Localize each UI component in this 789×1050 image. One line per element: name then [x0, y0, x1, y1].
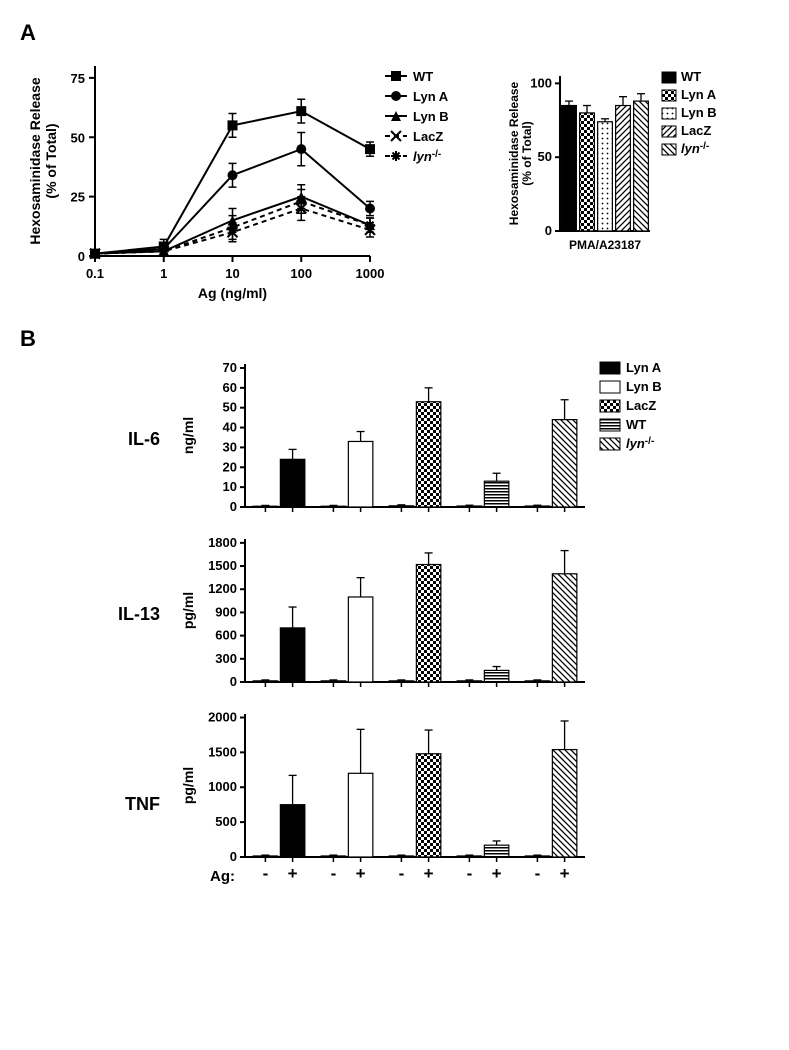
svg-text:1800: 1800	[208, 535, 237, 550]
svg-text:Lyn A: Lyn A	[681, 87, 717, 102]
svg-text:0.1: 0.1	[86, 266, 104, 281]
svg-text:Ag (ng/ml): Ag (ng/ml)	[198, 285, 267, 301]
svg-text:25: 25	[71, 190, 85, 205]
svg-text:40: 40	[223, 420, 237, 435]
svg-text:LacZ: LacZ	[626, 398, 656, 413]
svg-text:WT: WT	[681, 69, 701, 84]
panel-b-label: B	[20, 326, 769, 352]
cytokine-row: TNF0500100015002000pg/mlAg:-+-+-+-+-+	[20, 702, 769, 907]
cytokine-row-label: IL-13	[20, 604, 175, 625]
cytokine-row: IL-13 0 300 600 900 1200 1500 1800 pg/ml	[20, 527, 769, 702]
svg-text:1500: 1500	[208, 744, 237, 759]
svg-text:70: 70	[223, 360, 237, 375]
svg-text:Lyn A: Lyn A	[626, 360, 662, 375]
svg-text:0: 0	[230, 499, 237, 514]
svg-text:1200: 1200	[208, 581, 237, 596]
svg-text:Lyn A: Lyn A	[413, 89, 449, 104]
svg-text:pg/ml: pg/ml	[180, 592, 196, 629]
svg-text:0: 0	[78, 249, 85, 264]
panel-a: A 02550750.11101001000Ag (ng/ml)Hexosami…	[20, 20, 769, 306]
panel-a-label: A	[20, 20, 769, 46]
svg-text:WT: WT	[626, 417, 646, 432]
svg-text:-: -	[399, 864, 405, 883]
svg-text:2000: 2000	[208, 709, 237, 724]
svg-text:300: 300	[215, 651, 237, 666]
svg-text:+: +	[356, 864, 366, 883]
svg-text:Ag:: Ag:	[210, 868, 235, 885]
svg-text:-: -	[263, 864, 269, 883]
svg-text:75: 75	[71, 71, 85, 86]
svg-text:1000: 1000	[356, 266, 385, 281]
svg-text:0: 0	[230, 674, 237, 689]
svg-text:0: 0	[545, 223, 552, 238]
svg-text:10: 10	[223, 479, 237, 494]
svg-text:WT: WT	[413, 69, 433, 84]
svg-text:Lyn B: Lyn B	[626, 379, 662, 394]
svg-text:-: -	[535, 864, 541, 883]
panel-b: B IL-6 0 10 20 30 40 50 60 70 ng/ml Lyn A Lyn B LacZ…	[20, 326, 769, 907]
svg-text:600: 600	[215, 628, 237, 643]
cytokine-charts: IL-6 0 10 20 30 40 50 60 70 ng/ml Lyn A Lyn B LacZ WT…	[20, 352, 769, 907]
svg-text:500: 500	[215, 814, 237, 829]
svg-text:+: +	[424, 864, 434, 883]
svg-text:-: -	[331, 864, 337, 883]
svg-text:lyn-/-: lyn-/-	[626, 436, 654, 451]
svg-text:100: 100	[290, 266, 312, 281]
svg-text:+: +	[492, 864, 502, 883]
svg-text:lyn-/-: lyn-/-	[681, 141, 709, 156]
svg-text:1: 1	[160, 266, 167, 281]
svg-text:30: 30	[223, 439, 237, 454]
svg-text:0: 0	[230, 849, 237, 864]
svg-text:Hexosaminidase Release(% of To: Hexosaminidase Release(% of Total)	[27, 77, 59, 245]
svg-text:50: 50	[71, 130, 85, 145]
svg-text:PMA/A23187: PMA/A23187	[569, 238, 641, 252]
svg-text:-: -	[467, 864, 473, 883]
svg-text:LacZ: LacZ	[413, 129, 443, 144]
svg-text:Hexosaminidase Release(% of To: Hexosaminidase Release(% of Total)	[507, 81, 534, 225]
cytokine-bar-chart: 0 10 20 30 40 50 60 70 ng/ml Lyn A Lyn B LacZ WT lyn-…	[175, 352, 695, 527]
cytokine-bar-chart: 0500100015002000pg/mlAg:-+-+-+-+-+	[175, 702, 695, 907]
hexosaminidase-line-chart: 0 25 50 75 0.1 1 10 100 1000 Ag (ng/ml) Hexosamini…	[20, 46, 500, 306]
svg-text:+: +	[288, 864, 298, 883]
cytokine-row-label: IL-6	[20, 429, 175, 450]
hexosaminidase-bar-chart: 0 50 100Hexosaminidase Release(% of Total)…	[500, 46, 760, 276]
cytokine-row-label: TNF	[20, 794, 175, 815]
svg-text:ng/ml: ng/ml	[180, 417, 196, 454]
svg-text:+: +	[560, 864, 570, 883]
svg-text:50: 50	[223, 400, 237, 415]
cytokine-bar-chart: 0 300 600 900 1200 1500 1800 pg/ml	[175, 527, 695, 702]
svg-text:900: 900	[215, 604, 237, 619]
svg-text:50: 50	[538, 149, 552, 164]
svg-text:Lyn B: Lyn B	[413, 109, 449, 124]
svg-text:pg/ml: pg/ml	[180, 767, 196, 804]
svg-text:60: 60	[223, 380, 237, 395]
svg-text:1000: 1000	[208, 779, 237, 794]
svg-text:20: 20	[223, 459, 237, 474]
svg-text:1500: 1500	[208, 558, 237, 573]
svg-text:LacZ: LacZ	[681, 123, 711, 138]
svg-text:100: 100	[530, 75, 552, 90]
svg-text:Lyn B: Lyn B	[681, 105, 717, 120]
svg-text:10: 10	[225, 266, 239, 281]
cytokine-row: IL-6 0 10 20 30 40 50 60 70 ng/ml Lyn A Lyn B LacZ WT…	[20, 352, 769, 527]
svg-text:lyn-/-: lyn-/-	[413, 149, 441, 164]
